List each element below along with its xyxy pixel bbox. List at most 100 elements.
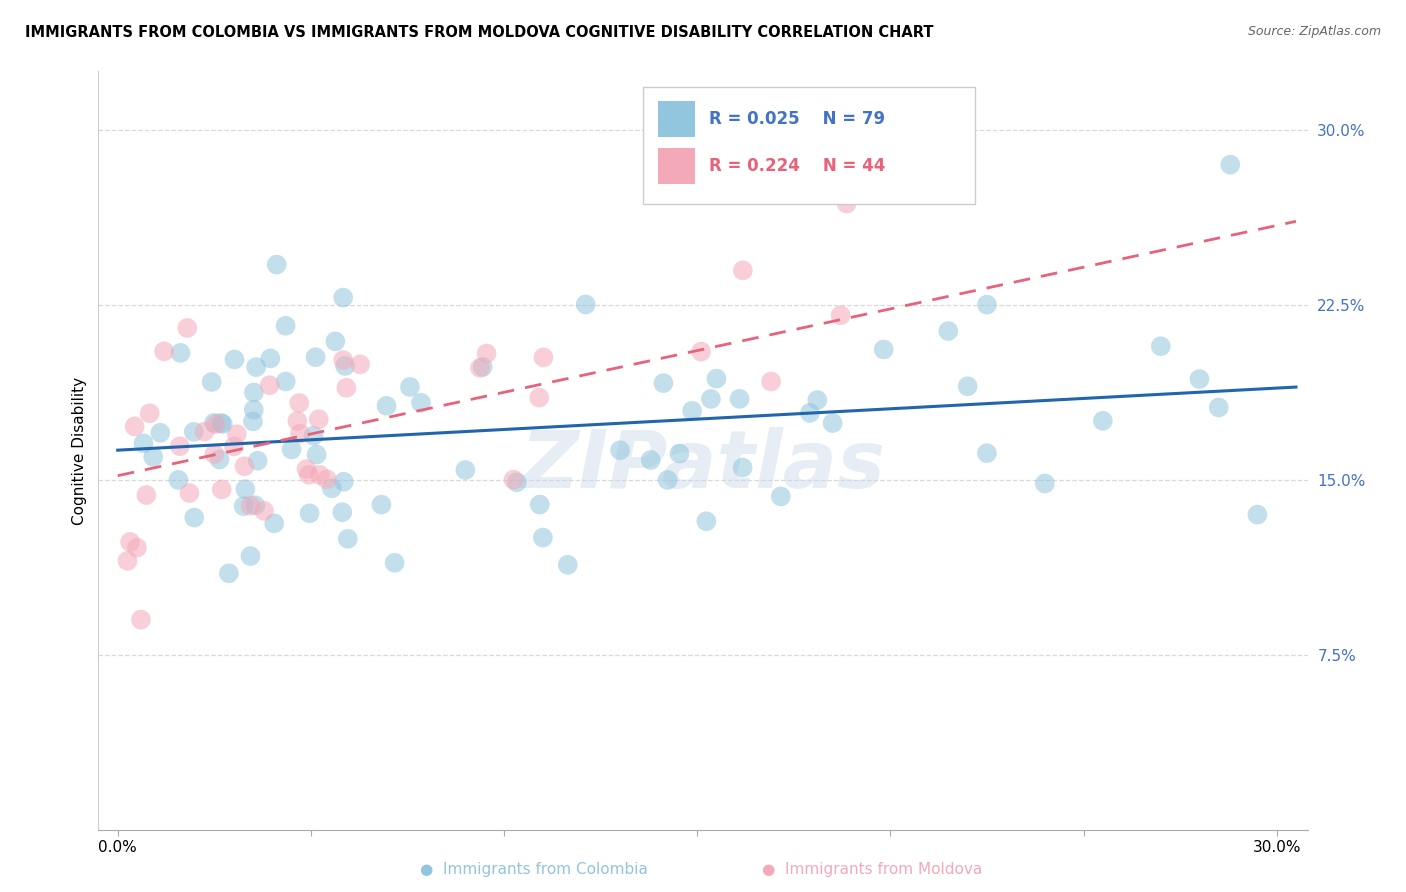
Point (239, 499, 262, 513)
Point (280, 442, 302, 457)
Point (575, 297, 598, 311)
Point (204, 417, 226, 432)
Point (668, 447, 690, 461)
Point (235, 482, 257, 496)
Point (375, 399, 398, 413)
Point (533, 351, 555, 365)
Point (384, 556, 406, 570)
Point (246, 454, 269, 468)
Point (728, 392, 751, 406)
Text: ZIPatlas: ZIPatlas (520, 426, 886, 505)
Point (690, 344, 713, 359)
Point (225, 427, 247, 442)
Point (936, 324, 959, 338)
Point (700, 392, 723, 406)
Text: R = 0.224    N = 44: R = 0.224 N = 44 (709, 157, 886, 175)
Point (208, 452, 231, 467)
Point (224, 352, 246, 367)
Point (118, 535, 141, 549)
Point (769, 490, 792, 504)
Point (976, 446, 998, 460)
Point (1246, 508, 1268, 522)
Bar (658, 101, 695, 137)
FancyBboxPatch shape (643, 87, 976, 204)
Point (243, 385, 266, 400)
Point (336, 532, 359, 546)
Point (956, 379, 979, 393)
Point (169, 439, 191, 453)
Point (242, 414, 264, 428)
Point (652, 376, 675, 390)
Text: R = 0.025    N = 79: R = 0.025 N = 79 (709, 110, 886, 128)
Point (731, 263, 754, 277)
Point (149, 425, 172, 440)
Point (233, 459, 256, 474)
Point (125, 541, 148, 555)
Point (1033, 476, 1056, 491)
Point (245, 360, 267, 375)
Point (138, 406, 160, 420)
Point (245, 498, 267, 512)
Point (506, 475, 529, 490)
Point (167, 473, 190, 487)
Point (335, 381, 357, 395)
Point (330, 505, 353, 519)
Point (153, 344, 176, 359)
Point (706, 371, 728, 385)
Point (830, 308, 852, 322)
Point (259, 378, 281, 392)
Point (370, 498, 392, 512)
Point (333, 359, 356, 373)
Point (288, 396, 311, 410)
Point (218, 566, 240, 581)
Point (183, 510, 205, 524)
Point (211, 483, 233, 497)
Point (409, 396, 432, 410)
Point (799, 406, 821, 420)
Point (239, 549, 262, 563)
Text: IMMIGRANTS FROM COLOMBIA VS IMMIGRANTS FROM MOLDOVA COGNITIVE DISABILITY CORRELA: IMMIGRANTS FROM COLOMBIA VS IMMIGRANTS F… (25, 25, 934, 40)
Point (657, 473, 679, 487)
Point (529, 391, 551, 405)
Point (232, 499, 254, 513)
Point (176, 321, 198, 335)
Y-axis label: Cognitive Disability: Cognitive Disability (72, 376, 87, 524)
Point (468, 360, 491, 375)
Point (202, 416, 225, 430)
Text: ●  Immigrants from Moldova: ● Immigrants from Moldova (762, 863, 981, 877)
Point (274, 375, 297, 389)
Point (531, 531, 554, 545)
Point (454, 463, 477, 477)
Point (1208, 401, 1230, 415)
Point (142, 450, 165, 464)
Point (202, 447, 225, 461)
Point (332, 475, 354, 489)
Point (321, 481, 343, 495)
Point (302, 428, 325, 442)
Point (731, 460, 754, 475)
Point (976, 298, 998, 312)
Point (135, 488, 157, 502)
Point (129, 613, 152, 627)
Point (266, 258, 288, 272)
Point (295, 462, 318, 476)
Point (399, 380, 422, 394)
Point (1091, 414, 1114, 428)
Point (471, 359, 494, 374)
Text: ●  Immigrants from Colombia: ● Immigrants from Colombia (420, 863, 648, 877)
Point (557, 558, 579, 572)
Point (201, 375, 224, 389)
Point (274, 318, 297, 333)
Point (1219, 158, 1241, 172)
Point (179, 486, 201, 500)
Point (475, 346, 498, 360)
Point (349, 357, 371, 371)
Point (308, 412, 330, 426)
Point (502, 473, 524, 487)
Text: Source: ZipAtlas.com: Source: ZipAtlas.com (1247, 25, 1381, 38)
Point (209, 416, 232, 430)
Point (222, 439, 245, 453)
Point (298, 506, 321, 520)
Point (285, 414, 308, 428)
Point (806, 392, 828, 407)
